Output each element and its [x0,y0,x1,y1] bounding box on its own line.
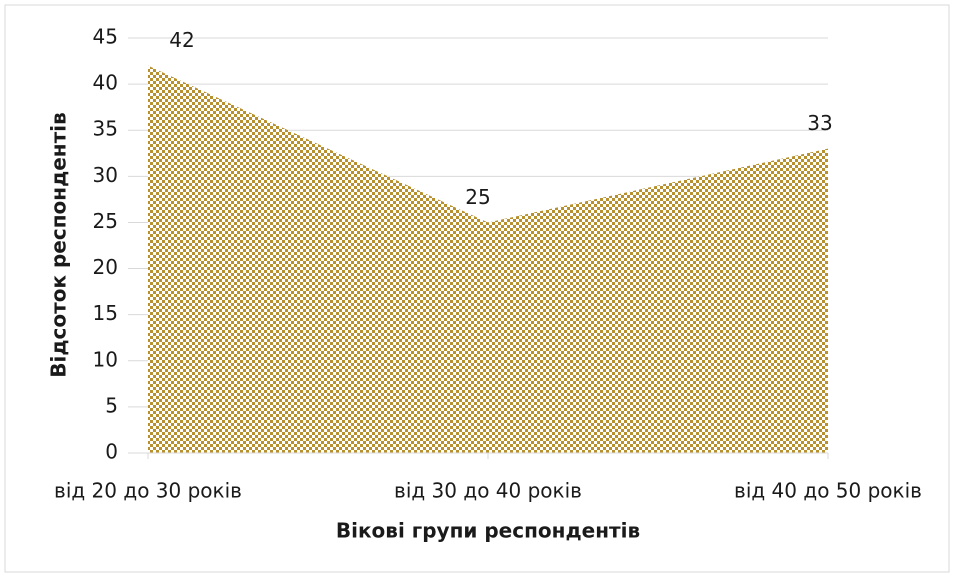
y-tick-label: 15 [93,301,118,325]
y-tick-label: 30 [93,163,118,187]
y-tick-label: 5 [105,393,118,417]
y-tick-label: 20 [93,255,118,279]
x-axis-title: Вікові групи респондентів [336,519,640,543]
x-tick-label: від 30 до 40 років [394,479,582,503]
data-label: 42 [169,28,194,52]
data-label: 25 [465,185,490,209]
y-tick-label: 40 [93,71,118,95]
y-tick-label: 35 [93,117,118,141]
x-tick-label: від 20 до 30 років [54,479,242,503]
y-tick-label: 0 [105,440,118,464]
x-tick-label: від 40 до 50 років [734,479,922,503]
y-tick-label: 10 [93,347,118,371]
data-label: 33 [807,111,832,135]
area [148,65,828,454]
y-axis-title: Відсоток респондентів [47,112,71,377]
y-tick-label: 25 [93,209,118,233]
y-tick-label: 45 [93,25,118,49]
